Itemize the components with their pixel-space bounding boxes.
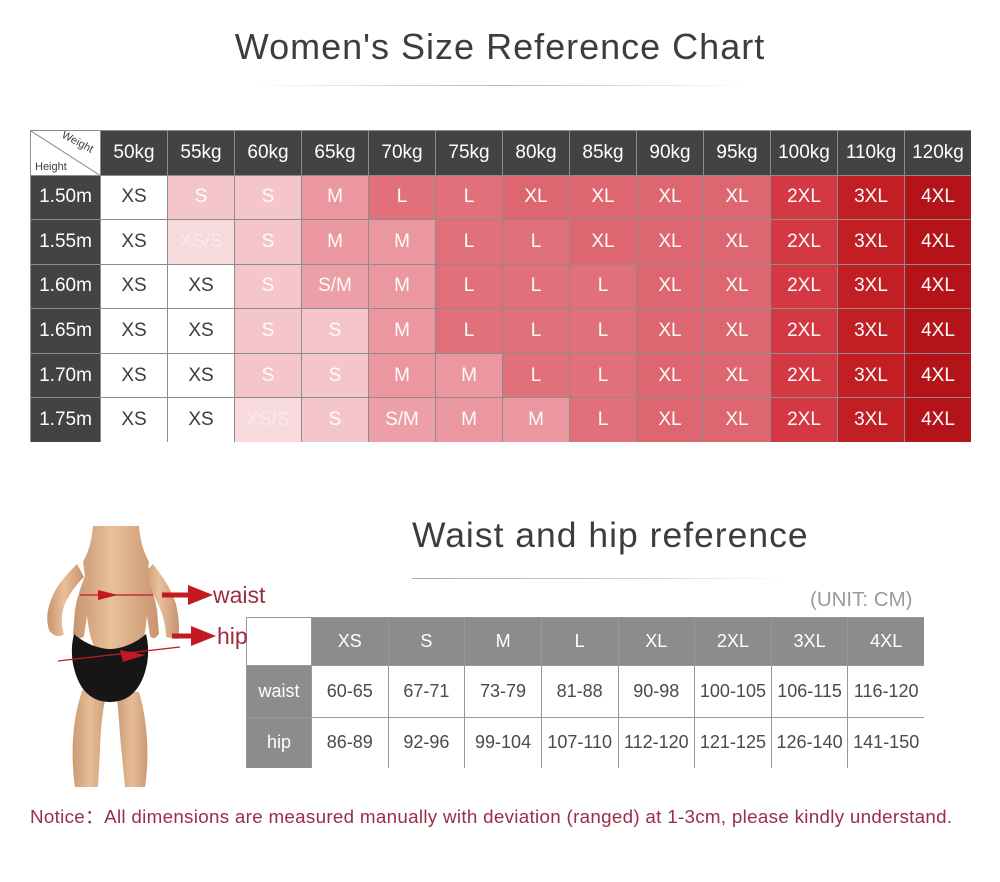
svg-text:waist: waist	[212, 582, 266, 608]
svg-text:hip: hip	[217, 623, 248, 649]
